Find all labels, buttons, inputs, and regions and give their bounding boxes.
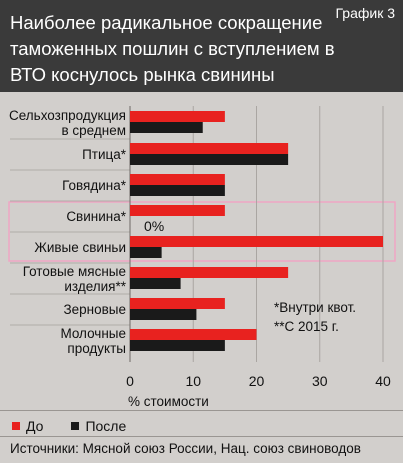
footnote-1: **С 2015 г. — [274, 319, 339, 334]
category-label-4-0: Живые свиньи — [34, 240, 126, 255]
bar-before-1 — [130, 143, 289, 154]
zero-value-label: 0% — [144, 218, 164, 234]
x-tick-label-30: 30 — [312, 373, 328, 389]
legend-swatch-after — [71, 422, 80, 430]
highlight-frame — [8, 201, 396, 262]
x-tick-label-0: 0 — [126, 373, 134, 389]
bar-after-2 — [130, 185, 225, 196]
legend-swatch-before — [12, 422, 20, 430]
category-label-5-1: изделия** — [64, 279, 126, 294]
legend: До После — [12, 418, 126, 434]
bar-before-3 — [130, 205, 225, 216]
x-tick-label-20: 20 — [249, 373, 265, 389]
category-label-6-0: Зерновые — [63, 302, 126, 317]
bar-after-0 — [130, 122, 203, 133]
bar-before-4 — [130, 236, 383, 247]
chart-header: Наиболее радикальное сокращение таможенн… — [0, 0, 403, 92]
source-note: Источники: Мясной союз России, Нац. союз… — [10, 441, 361, 456]
chart-number-tag: График 3 — [335, 5, 395, 21]
bar-before-7 — [130, 329, 257, 340]
bar-before-2 — [130, 174, 225, 185]
category-label-7-0: Молочные — [60, 326, 126, 341]
source-divider — [0, 436, 403, 437]
bar-before-5 — [130, 267, 289, 278]
category-label-7-1: продукты — [67, 341, 126, 356]
bar-after-5 — [130, 278, 181, 289]
bar-after-1 — [130, 154, 289, 165]
category-label-5-0: Готовые мясные — [23, 264, 126, 279]
x-tick-label-40: 40 — [375, 373, 391, 389]
bar-before-0 — [130, 111, 225, 122]
category-label-3-0: Свинина* — [66, 209, 126, 224]
category-label-0-0: Сельхозпродукция — [9, 108, 126, 123]
category-label-1-0: Птица* — [82, 147, 127, 162]
bar-before-6 — [130, 298, 225, 309]
chart-title: Наиболее радикальное сокращение таможенн… — [10, 12, 335, 85]
legend-divider — [0, 410, 403, 411]
x-axis-label: % стоимости — [128, 394, 209, 409]
bar-after-6 — [130, 309, 197, 320]
bar-after-7 — [130, 340, 225, 351]
x-tick-label-10: 10 — [185, 373, 201, 389]
category-label-0-1: в среднем — [61, 123, 126, 138]
legend-label-before: До — [26, 418, 44, 434]
legend-label-after: После — [85, 418, 127, 434]
footnote-0: *Внутри квот. — [274, 300, 356, 315]
bar-after-4 — [130, 247, 162, 258]
category-label-2-0: Говядина* — [62, 178, 127, 193]
